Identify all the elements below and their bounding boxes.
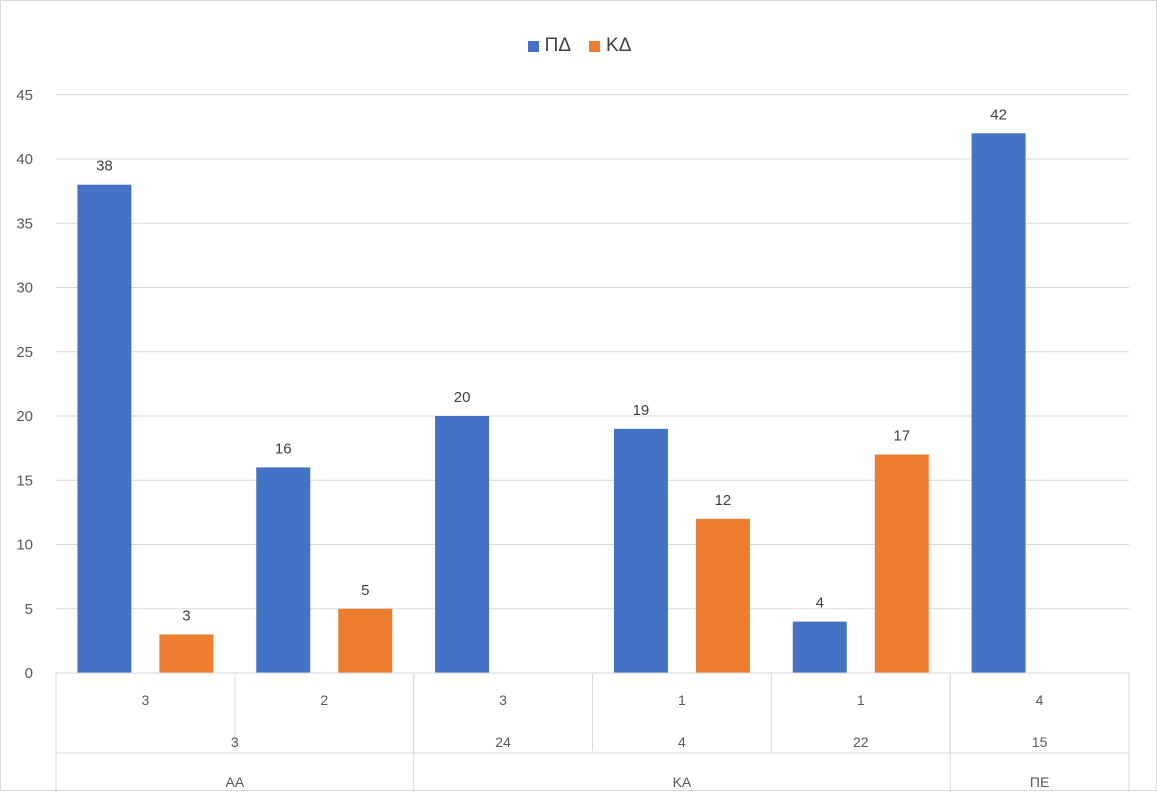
legend-swatch-series-1 bbox=[527, 40, 539, 52]
bar-1 bbox=[971, 133, 1026, 674]
data-label: 5 bbox=[361, 582, 369, 599]
bar-1 bbox=[77, 184, 132, 673]
bar-1 bbox=[435, 416, 490, 673]
category-level1-label: 3 bbox=[142, 692, 150, 708]
category-level3-label: ΑΑ bbox=[225, 774, 244, 790]
category-level2-label: 24 bbox=[495, 734, 511, 750]
category-level2-label: 4 bbox=[678, 734, 686, 750]
legend-label-series-1: ΠΔ bbox=[544, 35, 572, 56]
legend-swatch-series-2 bbox=[589, 40, 601, 52]
bar-2 bbox=[159, 634, 214, 673]
data-label: 17 bbox=[893, 428, 910, 445]
legend: ΠΔ ΚΔ bbox=[1, 35, 1157, 57]
legend-label-series-2: ΚΔ bbox=[606, 35, 632, 56]
data-label: 12 bbox=[715, 492, 732, 509]
legend-item-series-1: ΠΔ bbox=[527, 35, 572, 57]
y-tick-label: 10 bbox=[16, 537, 33, 554]
bar-1 bbox=[613, 428, 668, 673]
bar-2 bbox=[695, 518, 750, 673]
data-label: 3 bbox=[182, 607, 190, 624]
category-level3-label: ΠΕ bbox=[1030, 774, 1049, 790]
y-tick-label: 20 bbox=[16, 408, 33, 425]
category-level2-label: 22 bbox=[853, 734, 869, 750]
category-level1-label: 1 bbox=[678, 692, 686, 708]
category-level2-label: 15 bbox=[1032, 734, 1048, 750]
data-label: 16 bbox=[275, 440, 292, 457]
y-tick-label: 40 bbox=[16, 151, 33, 168]
y-tick-label: 45 bbox=[16, 87, 33, 104]
bar-1 bbox=[256, 467, 311, 673]
data-label: 42 bbox=[990, 106, 1007, 123]
bar-2 bbox=[874, 454, 929, 673]
category-level1-label: 2 bbox=[320, 692, 328, 708]
category-level2-label: 3 bbox=[231, 734, 239, 750]
y-tick-label: 30 bbox=[16, 280, 33, 297]
data-label: 4 bbox=[816, 595, 824, 612]
y-tick-label: 5 bbox=[25, 601, 33, 618]
data-label: 19 bbox=[633, 402, 650, 419]
bar-2 bbox=[338, 608, 393, 673]
y-tick-label: 25 bbox=[16, 344, 33, 361]
category-level3-label: ΚΑ bbox=[673, 774, 692, 790]
data-label: 20 bbox=[454, 389, 471, 406]
y-tick-label: 35 bbox=[16, 215, 33, 232]
y-tick-label: 15 bbox=[16, 472, 33, 489]
y-tick-label: 0 bbox=[25, 665, 33, 682]
bar-1 bbox=[792, 621, 847, 673]
data-label: 38 bbox=[96, 158, 113, 175]
category-level1-label: 1 bbox=[857, 692, 865, 708]
category-level1-label: 3 bbox=[499, 692, 507, 708]
legend-item-series-2: ΚΔ bbox=[589, 35, 631, 57]
category-level1-label: 4 bbox=[1036, 692, 1044, 708]
